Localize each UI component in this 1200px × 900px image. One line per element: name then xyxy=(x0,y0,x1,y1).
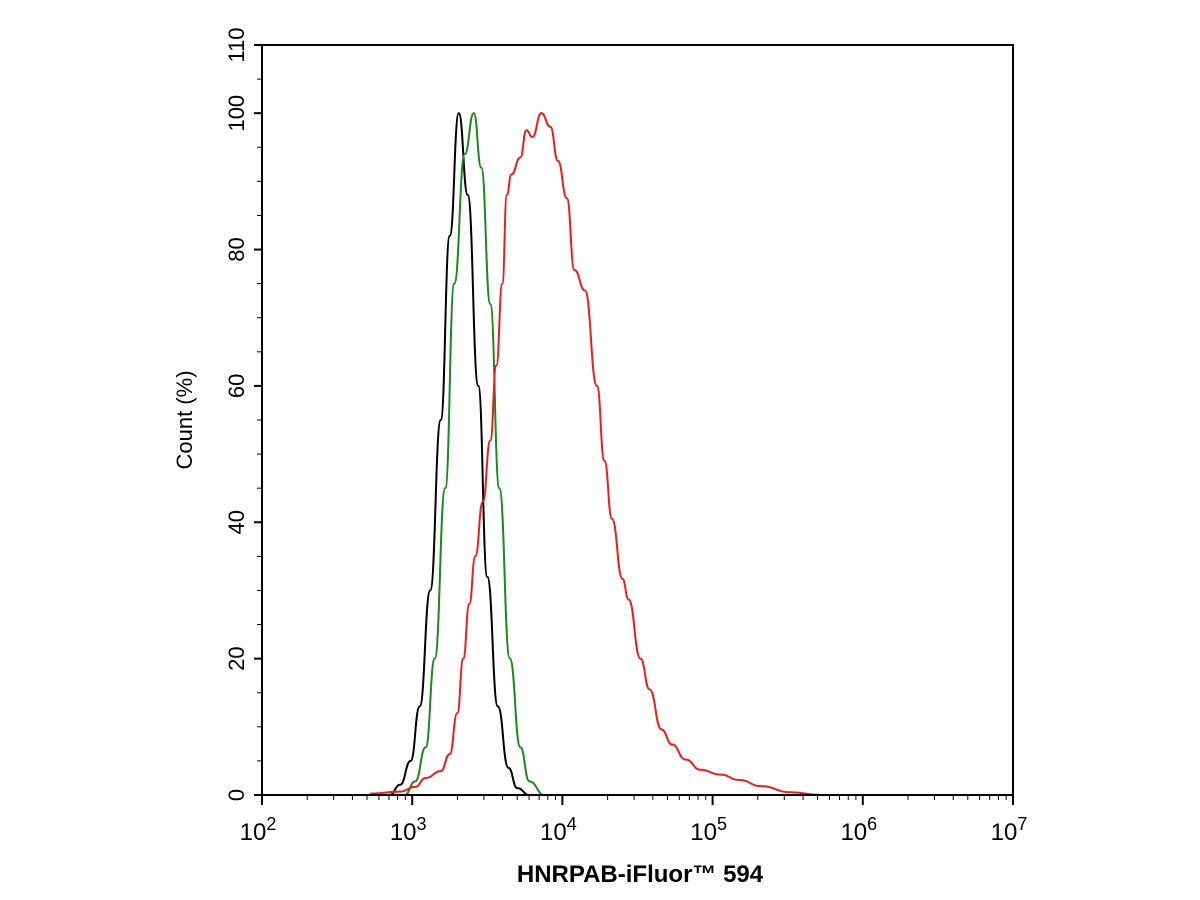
y-axis-title: Count (%) xyxy=(172,370,197,469)
x-tick-base: 10 xyxy=(991,819,1018,846)
series-line-green xyxy=(404,112,545,796)
x-tick-base: 10 xyxy=(690,819,717,846)
x-tick-label: 103 xyxy=(390,814,427,846)
x-tick-label: 107 xyxy=(991,814,1028,846)
y-tick-label: 100 xyxy=(224,95,249,132)
x-tick-base: 10 xyxy=(840,819,867,846)
series-group xyxy=(370,112,821,796)
y-tick-label: 20 xyxy=(224,646,249,670)
axis-ticks xyxy=(254,44,1014,805)
plot-frame xyxy=(261,44,1014,796)
x-axis-title: HNRPAB-iFluor™ 594 xyxy=(517,861,764,888)
x-tick-exponent: 6 xyxy=(867,814,877,834)
x-tick-exponent: 3 xyxy=(417,814,427,834)
y-tick-label: 80 xyxy=(224,237,249,261)
y-tick-label: 60 xyxy=(224,374,249,398)
y-tick-label: 110 xyxy=(224,27,249,62)
x-tick-base: 10 xyxy=(240,819,267,846)
x-tick-base: 10 xyxy=(390,819,417,846)
y-tick-label: 0 xyxy=(224,789,249,801)
x-tick-exponent: 2 xyxy=(266,814,276,834)
y-tick-label: 40 xyxy=(224,510,249,534)
x-tick-base: 10 xyxy=(540,819,567,846)
x-tick-label: 104 xyxy=(540,814,577,846)
x-tick-exponent: 7 xyxy=(1017,814,1027,834)
x-tick-label: 105 xyxy=(690,814,727,846)
x-tick-label: 106 xyxy=(840,814,877,846)
series-line-black xyxy=(389,112,530,796)
x-tick-exponent: 4 xyxy=(567,814,577,834)
x-tick-label: 102 xyxy=(240,814,277,846)
series-line-red xyxy=(370,112,821,796)
x-tick-exponent: 5 xyxy=(717,814,727,834)
